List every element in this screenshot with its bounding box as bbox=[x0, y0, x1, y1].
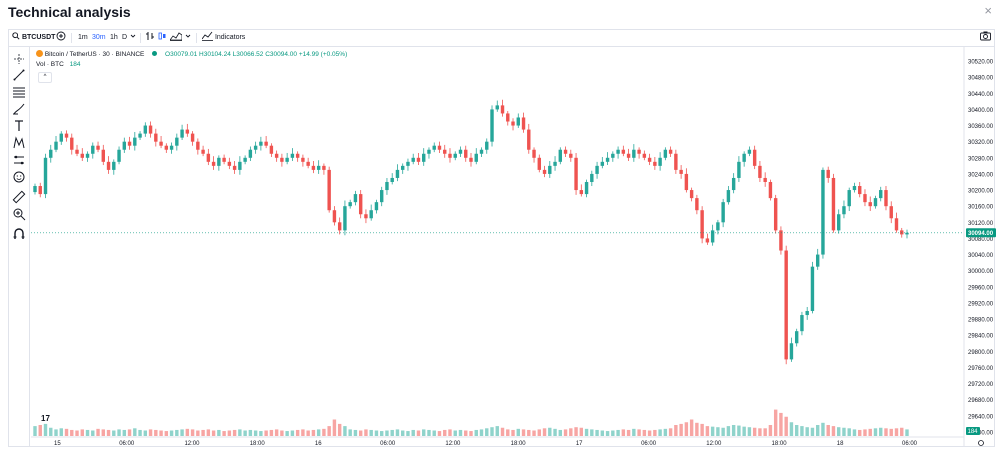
crosshair-icon[interactable] bbox=[12, 52, 26, 66]
screenshot-camera-icon[interactable] bbox=[980, 31, 991, 45]
drawing-tools-sidebar bbox=[9, 47, 30, 447]
chart-legend: Bitcoin / TetherUS · 30 · BINANCE O30079… bbox=[36, 50, 347, 70]
interval-d[interactable]: D bbox=[122, 34, 128, 41]
window-title: Technical analysis bbox=[8, 4, 131, 20]
emoji-icon[interactable] bbox=[12, 170, 26, 184]
interval-1m[interactable]: 1m bbox=[78, 34, 88, 41]
legend-high: H30104.24 bbox=[199, 51, 231, 58]
indicators-button[interactable]: Indicators bbox=[201, 31, 246, 45]
text-tool-icon[interactable] bbox=[12, 119, 26, 133]
legend-change: +14.99 (+0.05%) bbox=[298, 51, 348, 58]
magnet-icon[interactable] bbox=[12, 227, 26, 241]
close-icon[interactable]: × bbox=[984, 3, 992, 18]
ruler-icon[interactable] bbox=[12, 190, 26, 204]
interval-30m[interactable]: 30m bbox=[92, 34, 106, 41]
legend-symbol-name: Bitcoin / TetherUS · 30 · BINANCE bbox=[44, 51, 145, 58]
legend-open: O30079.01 bbox=[165, 51, 198, 58]
legend-volume-label: Vol · BTC bbox=[36, 61, 64, 68]
market-status-dot-icon bbox=[152, 51, 158, 56]
window-titlebar: Technical analysis × bbox=[0, 0, 1000, 26]
trend-line-icon[interactable] bbox=[12, 68, 26, 82]
chart-type-dropdown-icon[interactable] bbox=[184, 31, 192, 45]
legend-volume-value: 184 bbox=[69, 61, 81, 68]
interval-1h[interactable]: 1h bbox=[110, 34, 118, 41]
brush-icon[interactable] bbox=[12, 102, 26, 116]
symbol-label: BTCUSDT bbox=[21, 34, 56, 41]
candles-chart-type-icon[interactable] bbox=[158, 31, 166, 45]
compare-add-button[interactable] bbox=[56, 31, 66, 45]
btc-logo-icon bbox=[36, 50, 43, 57]
bar-chart-type-icon[interactable] bbox=[146, 31, 154, 45]
area-chart-type-icon[interactable] bbox=[169, 31, 183, 45]
indicators-label: Indicators bbox=[214, 34, 246, 41]
legend-collapse-button[interactable]: ^ bbox=[38, 72, 52, 83]
chart-toolbar: BTCUSDT 1m 30m 1h D Indicators bbox=[9, 30, 994, 47]
plus-circle-icon bbox=[56, 31, 66, 41]
pattern-tool-icon[interactable] bbox=[12, 136, 26, 150]
symbol-search-button[interactable]: BTCUSDT bbox=[12, 31, 55, 45]
legend-low: L30066.52 bbox=[232, 51, 264, 58]
search-icon bbox=[12, 32, 20, 40]
prediction-tool-icon[interactable] bbox=[12, 153, 26, 167]
chart-frame bbox=[8, 29, 995, 447]
legend-close: C30094.00 bbox=[265, 51, 297, 58]
indicators-icon bbox=[201, 31, 213, 41]
fib-retracement-icon[interactable] bbox=[12, 85, 26, 99]
interval-dropdown-icon[interactable] bbox=[129, 31, 137, 45]
zoom-in-icon[interactable] bbox=[12, 207, 26, 221]
